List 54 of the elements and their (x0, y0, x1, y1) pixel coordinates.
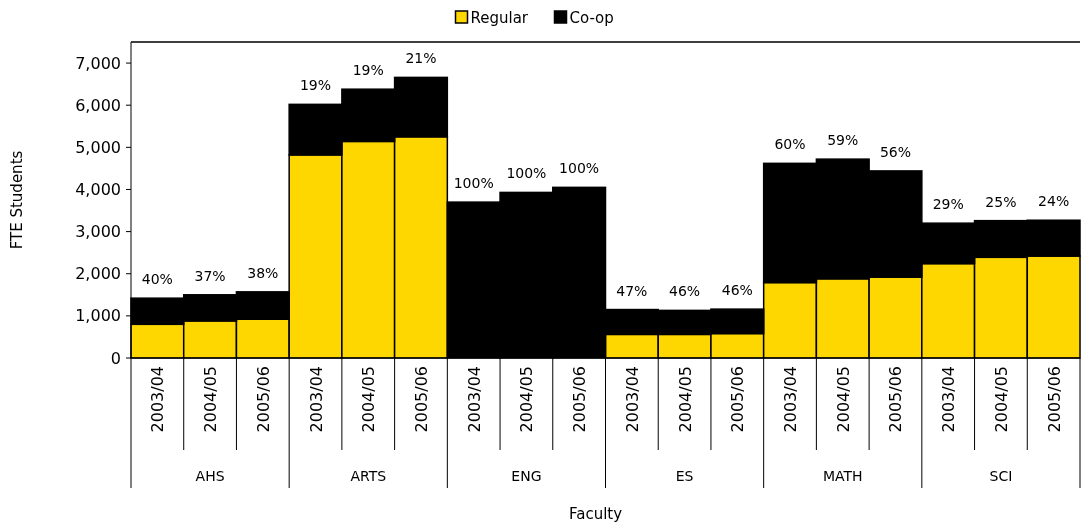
annotation: 29% (932, 196, 964, 213)
x-tick-label: 2003/04 (939, 366, 959, 433)
y-tick-label: 6,000 (75, 95, 121, 115)
annotation: 100% (506, 165, 547, 182)
x-tick-label: 2003/04 (781, 366, 801, 433)
annotation: 100% (453, 175, 494, 192)
annotation: 25% (985, 193, 1017, 210)
annotation: 56% (879, 143, 912, 160)
text: ENG (511, 468, 542, 484)
legend-label: Co-op (569, 9, 614, 28)
text: SCI (989, 468, 1013, 484)
y-tick-label: 0 (110, 348, 121, 368)
y-tick-label: 3,000 (75, 222, 121, 242)
text: ES (675, 468, 694, 484)
annotation: 46% (669, 283, 701, 300)
x-tick-label: 2004/05 (675, 366, 695, 433)
text: MATH (822, 468, 863, 484)
x-tick-label: 2003/04 (464, 366, 484, 433)
y-tick-label: 7,000 (75, 53, 121, 73)
x-tick-label: 2005/06 (886, 366, 906, 433)
annotation: 100% (559, 160, 600, 177)
x-tick-label: 2003/04 (622, 366, 642, 433)
y-tick-label: 5,000 (75, 137, 121, 157)
annotation: 60% (774, 136, 806, 153)
x-tick-label: 2004/05 (201, 366, 221, 433)
x-tick-label: 2004/05 (833, 366, 853, 433)
x-tick-label: 2005/06 (253, 366, 273, 433)
annotation: 19% (299, 77, 332, 94)
y-tick-label: 4,000 (75, 180, 121, 200)
x-axis-title: Faculty (568, 505, 623, 523)
annotation: 46% (721, 282, 753, 299)
annotation: 59% (827, 132, 859, 149)
annotation: 37% (194, 267, 226, 284)
text: AHS (195, 468, 225, 484)
annotation: 40% (141, 271, 173, 288)
annotation: 47% (616, 282, 648, 299)
x-tick-label: 2005/06 (411, 366, 431, 433)
x-tick-label: 2003/04 (306, 366, 326, 433)
y-axis-title: FTE Students (8, 150, 26, 250)
x-tick-label: 2005/06 (570, 366, 590, 433)
y-tick-label: 2,000 (75, 264, 121, 284)
x-tick-label: 2005/06 (728, 366, 748, 433)
x-tick-label: 2005/06 (1044, 366, 1064, 433)
x-tick-label: 2004/05 (991, 366, 1011, 433)
legend-label: Regular (470, 9, 529, 28)
annotation: 19% (352, 62, 384, 79)
x-tick-label: 2003/04 (148, 366, 168, 433)
y-tick-label: 1,000 (75, 306, 121, 326)
text: ARTS (350, 468, 387, 484)
annotation: 24% (1038, 193, 1070, 210)
x-tick-label: 2004/05 (359, 366, 379, 433)
x-tick-label: 2004/05 (517, 366, 537, 433)
annotation: 21% (405, 50, 437, 67)
annotation: 38% (247, 264, 279, 281)
